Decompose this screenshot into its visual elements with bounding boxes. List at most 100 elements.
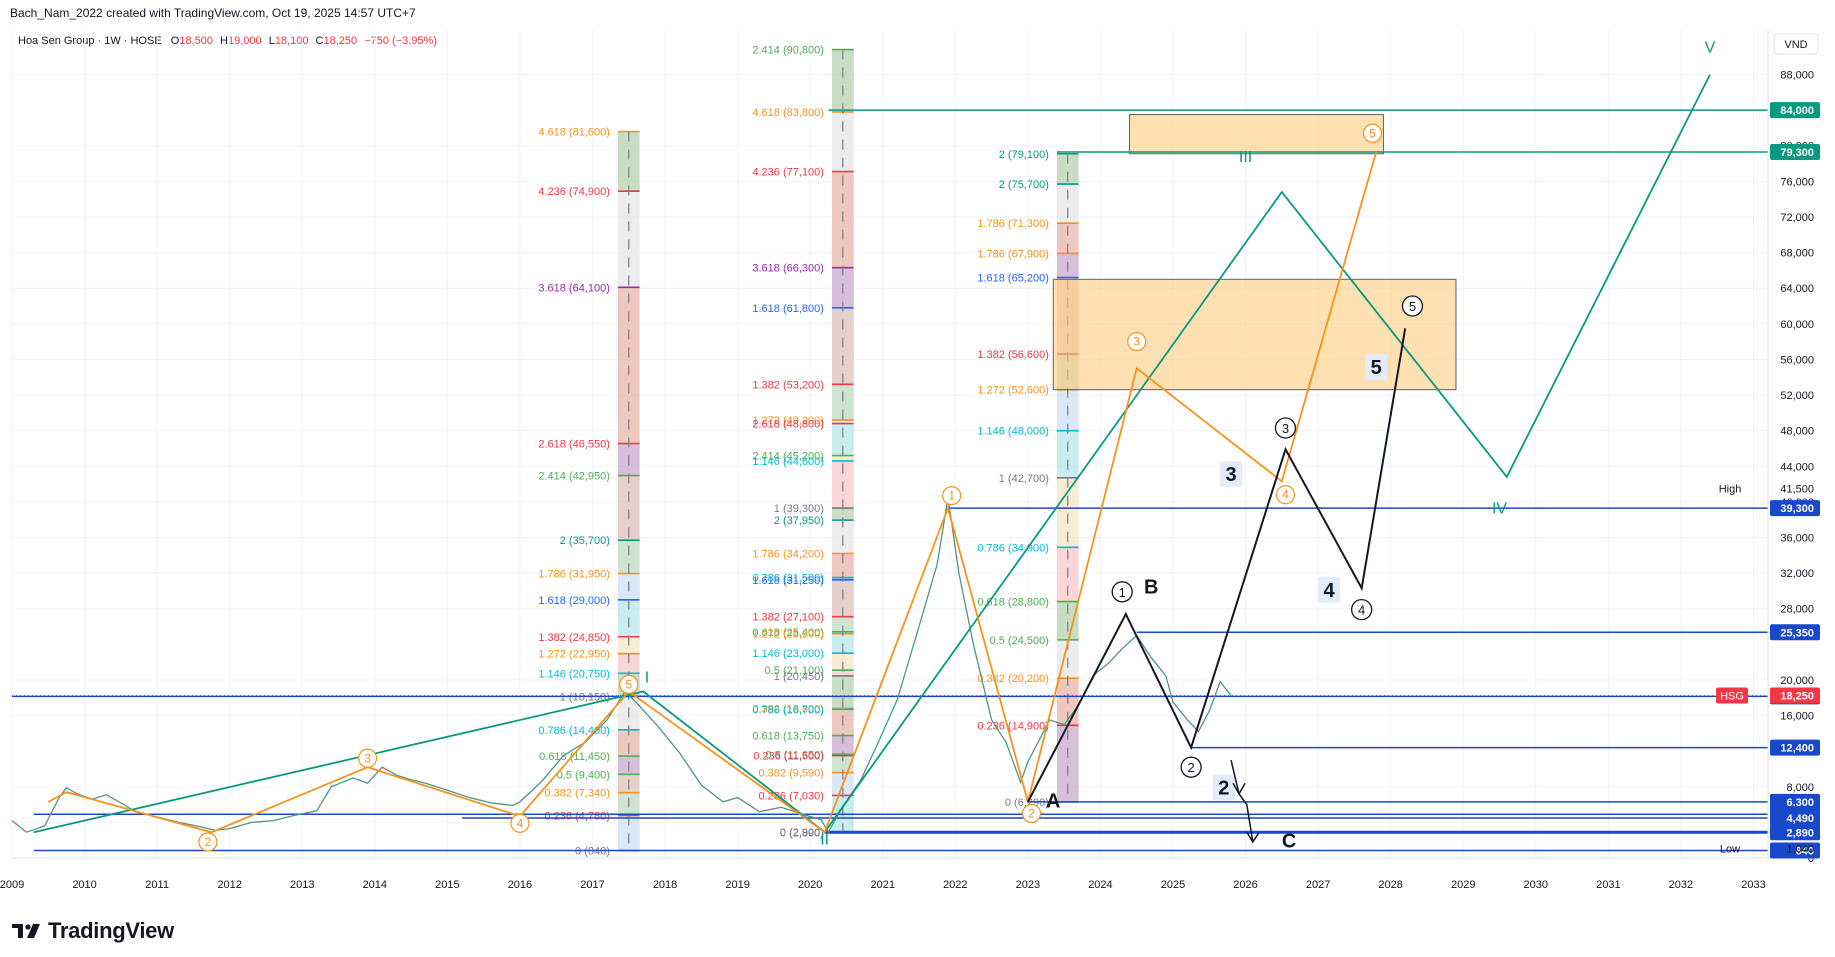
extreme-value: 1,040 [1786,844,1814,856]
fib-level-label: 3.618 (66,300) [752,263,824,275]
price-label: 84,000 [1780,105,1814,117]
fib-band [1056,430,1079,478]
fib-band [831,49,854,112]
y-tick-label: 8,000 [1786,782,1814,794]
x-tick-label: 2016 [508,879,532,891]
fib-band [617,287,640,444]
teal-wave-label: II [820,832,829,849]
x-tick-label: 2033 [1741,879,1765,891]
fib-level-label: 0.5 (9,400) [557,769,610,781]
big-wave-label: 2 [1218,777,1229,799]
price-label-box [1770,143,1820,160]
fib-level-label: 1.786 (31,950) [538,569,610,581]
fib-level-label: 3.618 (64,100) [538,282,610,294]
black-wave-circle [1111,581,1133,603]
low-value: 18,100 [274,35,309,47]
fib-level-label: 1 (39,300) [774,503,824,515]
fib-level-label: 0.5 (11,650) [765,749,824,761]
fib-level-label: 4.618 (81,600) [538,126,610,138]
price-label-box [1770,500,1820,517]
extreme-tag: High [1719,484,1742,496]
symbol-tag-box [1716,687,1748,704]
teal-wave-label: III [1239,149,1252,166]
x-tick-label: 2012 [217,879,241,891]
price-label: 39,300 [1780,503,1814,515]
y-tick-label: 76,000 [1780,176,1814,188]
orange-wave-label: 3 [1133,335,1140,349]
x-tick-label: 2022 [943,879,967,891]
black-wave-line [1027,328,1407,803]
fib-level-label: 4.618 (83,800) [752,107,824,119]
y-tick-label: 48,000 [1780,426,1814,438]
fib-band [831,553,854,578]
fib-band [831,419,854,424]
x-tick-label: 2019 [725,879,749,891]
symbol-legend: Hoa Sen Group · 1W · HOSE O18,500 H19,00… [18,35,437,47]
fib-level-label: 0.382 (7,340) [544,788,609,800]
fib-band [617,729,640,757]
chart-grid [11,30,1768,859]
y-tick-label: 88,000 [1780,70,1814,82]
orange-wave-circle [1275,485,1296,505]
axes: 2009 2010 2011 2012 2013 2014 2015 2016 2017 2018… [0,30,1820,891]
fib-level-label: 0.786 (31,500) [752,573,824,585]
fib-level-label: 4.236 (74,900) [538,186,610,198]
fib-level-label: 2 (75,700) [999,179,1049,191]
orange-wave-line [47,151,1378,834]
teal-wave-label: IV [1492,500,1507,517]
fib-level-label: 0.236 (4,780) [544,810,609,822]
fib-level-label: 0.618 (25,400) [752,627,824,639]
change-value: −750 (−3.95%) [364,35,437,47]
price-chart[interactable]: 4.618 (81,600) 4.236 (74,900) 3.618 (64,10… [0,0,1835,910]
target-zones [1052,114,1457,391]
fib-band [831,384,854,420]
fib-level-label: 1.382 (56,600) [977,349,1049,361]
black-wave-label: 3 [1282,421,1289,436]
close-label: C [315,35,324,47]
x-tick-label: 2013 [290,879,314,891]
orange-wave-label: 5 [625,677,632,691]
big-wave-box [1365,354,1388,381]
fib-level-label: 1 (42,700) [999,473,1049,485]
fib-level-label: 0.382 (16,800) [752,703,824,715]
fib-level-label: 1.382 (27,100) [752,612,824,624]
fib-level-label: 1.618 (29,000) [538,595,610,607]
brand-name: TradingView [48,918,174,943]
orange-wave-label: 3 [364,751,371,765]
fib-band [1056,184,1079,224]
x-tick-label: 2014 [363,879,387,891]
fib-level-label: 1 (18,150) [560,691,610,703]
fib-level-label: 1.382 (53,200) [752,379,824,391]
fib-level-label: 2 (35,700) [560,535,610,547]
fib-level-label: 2 (37,950) [774,515,824,527]
price-label-box [1770,624,1820,641]
c-wave-arrow [1230,759,1254,843]
arrow-head-icon [1246,831,1260,844]
x-tick-label: 2026 [1233,879,1257,891]
price-label-box [1770,842,1820,859]
fib-level-label: 1 (20,450) [774,671,824,683]
fib-level-label: 2.414 (42,950) [538,471,610,483]
price-label: 4,490 [1786,813,1814,825]
tradingview-brand[interactable]: TradingView [12,918,174,944]
open-value: 18,500 [179,35,213,47]
black-wave-circle [1274,417,1297,439]
fibonacci-levels: 4.618 (81,600) 4.236 (74,900) 3.618 (64,10… [538,45,1079,858]
black-wave-label: 1 [1119,585,1126,600]
high-value: 19,000 [227,35,262,47]
fib-level-label: 1.146 (23,000) [752,648,824,660]
y-tick-label: 64,000 [1780,283,1814,295]
symbol-name[interactable]: Hoa Sen Group · 1W · HOSE [18,35,162,47]
orange-wave-label: 2 [205,835,212,849]
big-wave-box [1212,774,1235,801]
price-label: 12,400 [1780,743,1814,755]
teal-wave-line [33,74,1711,834]
fib-level-label: 2.618 (46,550) [538,439,610,451]
fib-level-label: 0 (6,290) [1005,797,1049,809]
y-tick-label: 68,000 [1780,248,1814,260]
y-tick-label: 60,000 [1780,319,1814,331]
fib-level-label: 1.786 (67,900) [977,248,1049,260]
orange-wave-circle [619,674,639,694]
fib-level-label: 0 (840) [575,846,610,858]
fib-level-label: 2.414 (90,800) [752,45,824,57]
